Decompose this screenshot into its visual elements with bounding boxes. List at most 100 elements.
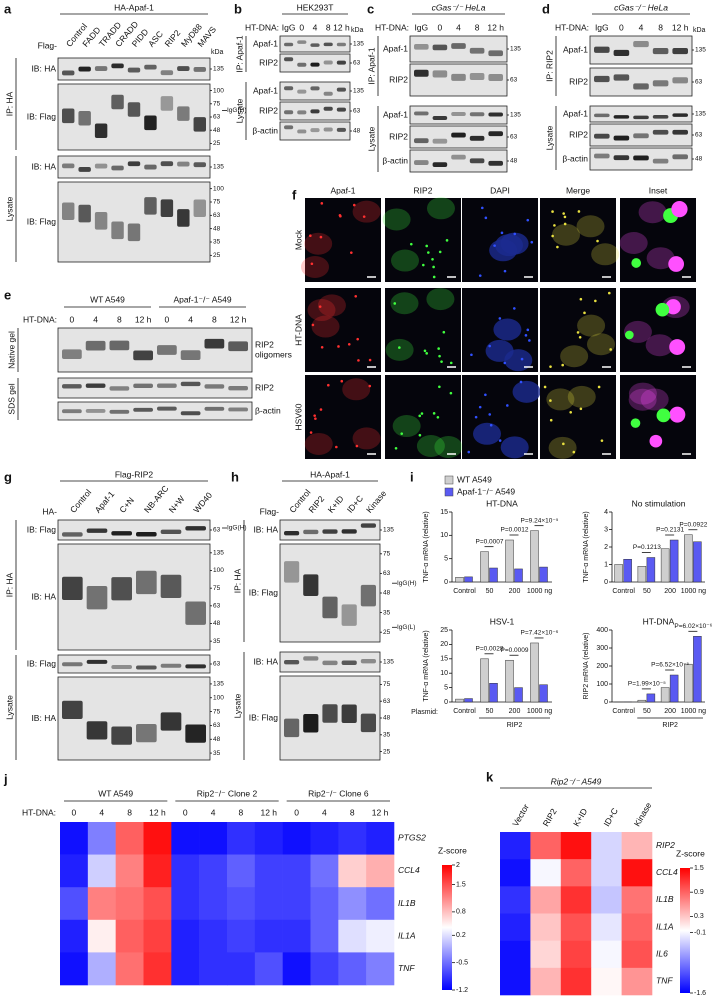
puncta [656,408,671,423]
puncta [519,380,523,384]
lane-label: RIP2 [162,28,182,49]
cell-body [628,382,657,405]
heat-cell [60,887,89,921]
band [633,155,649,161]
band [414,160,429,165]
marker-label: 63 [213,114,221,121]
heat-cell [282,854,311,888]
kda-unit: kDa [211,49,224,56]
marker-label: 63 [353,108,361,115]
band [85,383,106,388]
heat-cell [282,822,311,855]
band [451,154,466,160]
column-label: 4 [211,807,216,817]
blot-label: IB: Flag [27,111,57,121]
band [652,115,669,119]
bar [489,567,498,583]
panel-header: cGas⁻/⁻ HeLa [432,2,486,12]
heat-cell [500,859,531,887]
puncta [368,358,372,362]
band [488,112,503,117]
blot-label: IB: HA [31,591,56,601]
heat-cell [338,919,367,953]
marker-label: 25 [383,629,391,636]
note-label: IgG(H) [227,107,247,114]
puncta [436,415,440,419]
x-tick-label: 200 [664,708,676,715]
puncta [631,258,642,268]
puncta [498,439,502,442]
band [127,67,141,73]
band [488,73,503,81]
cell-body [352,200,381,223]
lane-prefix: HT-DNA: [245,22,279,32]
column-label: 0 [183,807,188,817]
puncta [420,412,424,415]
x-tick-label: Control [453,708,476,715]
band [193,117,206,132]
blot-label: β-actin [252,125,278,135]
panel-letter: j [3,771,8,786]
band [109,386,130,391]
x-tick-label: 1000 ng [527,588,552,595]
blot-label: β-actin [562,153,588,163]
cell-body [546,388,575,411]
row-label: HSV60 [293,403,303,430]
heat-cell [171,822,200,855]
marker-label: 63 [213,722,221,729]
puncta [478,405,482,409]
group-header: Apaf-1⁻/⁻ A549 [173,294,231,304]
band [633,40,649,48]
marker-label: 48 [510,158,518,165]
gene-label: TNF [398,963,415,973]
x-tick-label: 1000 ng [527,708,552,715]
band [652,47,669,55]
band [133,383,153,388]
puncta [352,203,356,207]
gene-label: IL1B [398,898,416,908]
band [111,221,124,240]
cell-body [426,197,455,220]
cell-body [434,435,463,458]
x-tick-label: Control [612,588,635,595]
blot-label: IB: HA [253,656,278,666]
heat-cell [254,887,283,921]
band [111,577,132,601]
heat-cell [254,919,283,953]
band [160,161,174,167]
band [336,60,346,65]
blot [57,377,253,399]
puncta [418,433,422,437]
heat-cell [115,919,144,953]
band [62,108,75,124]
puncta [671,200,688,218]
lane-label: Apaf-1 [93,489,117,515]
puncta [394,446,398,450]
blot [57,155,211,179]
band [672,48,688,55]
bar [480,658,489,703]
puncta [438,354,441,358]
band [177,66,190,72]
band [341,529,357,534]
colorbar-label: -1.2 [456,987,468,994]
gene-label: IL6 [656,949,668,959]
puncta [576,331,580,334]
heat-cell [366,952,395,986]
blot-label: RIP2 [389,74,408,84]
bar [514,687,523,703]
blot-label: β-actin [382,155,408,165]
puncta [655,302,670,317]
puncta [357,359,360,362]
micrograph [385,288,461,372]
heat-cell [87,887,116,921]
column-label: 0 [294,807,299,817]
band [469,112,485,117]
band [284,57,294,62]
heat-cell [621,859,653,887]
bar [514,568,523,583]
puncta [649,434,663,448]
heat-cell [621,967,653,996]
group-label: IP: HA [232,568,242,593]
blot-label: β-actin [255,405,281,415]
